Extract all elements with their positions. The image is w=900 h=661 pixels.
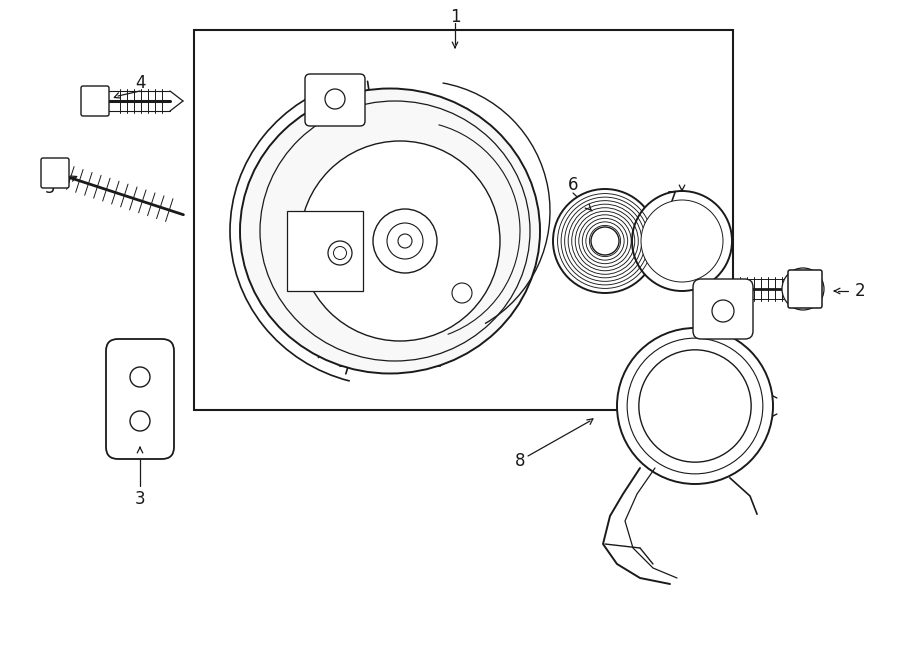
Text: 6: 6: [568, 176, 578, 194]
FancyBboxPatch shape: [305, 74, 365, 126]
Text: 2: 2: [855, 282, 865, 300]
Circle shape: [639, 350, 752, 462]
Circle shape: [632, 191, 732, 291]
Circle shape: [130, 367, 150, 387]
FancyBboxPatch shape: [693, 279, 753, 339]
Text: 1: 1: [450, 8, 460, 26]
Circle shape: [712, 300, 734, 322]
Circle shape: [617, 328, 773, 484]
Circle shape: [387, 223, 423, 259]
Circle shape: [373, 209, 437, 273]
Circle shape: [325, 89, 345, 109]
FancyBboxPatch shape: [788, 270, 822, 308]
Bar: [194, 30, 734, 410]
Ellipse shape: [240, 89, 540, 373]
Text: 4: 4: [135, 74, 145, 92]
Circle shape: [328, 241, 352, 265]
Bar: [287, 211, 363, 291]
FancyBboxPatch shape: [106, 339, 174, 459]
FancyBboxPatch shape: [81, 86, 109, 116]
Circle shape: [452, 283, 472, 303]
Circle shape: [553, 189, 657, 293]
Circle shape: [591, 227, 619, 255]
Text: 3: 3: [135, 490, 145, 508]
FancyBboxPatch shape: [41, 158, 69, 188]
Ellipse shape: [300, 141, 500, 341]
Circle shape: [641, 200, 723, 282]
Text: 7: 7: [667, 190, 677, 208]
Circle shape: [130, 411, 150, 431]
Text: 8: 8: [515, 452, 526, 470]
Circle shape: [334, 247, 346, 260]
Circle shape: [398, 234, 412, 248]
Circle shape: [782, 268, 824, 310]
Text: 5: 5: [45, 179, 55, 197]
